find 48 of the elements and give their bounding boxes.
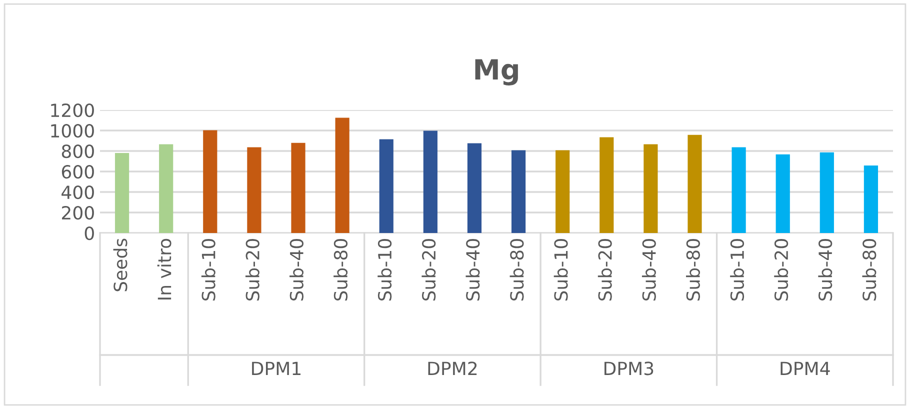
bar <box>688 134 702 233</box>
x-tick-label: In vitro <box>157 238 172 300</box>
x-tick-label: Sub-10 <box>554 239 568 301</box>
bar <box>467 143 482 233</box>
text: DPM2 <box>428 362 477 375</box>
x-tick-label: Sub-40 <box>466 239 480 301</box>
bar <box>159 144 174 233</box>
chart-title: Mg <box>475 59 518 86</box>
y-tick-label: 200 <box>62 206 94 220</box>
x-tick-label: Sub-20 <box>422 239 436 301</box>
bar <box>556 150 570 233</box>
bar <box>600 137 614 233</box>
x-tick-label: Sub-20 <box>245 239 260 301</box>
x-tick-label: Seeds <box>113 238 128 292</box>
bar <box>335 118 350 233</box>
y-tick-label: 400 <box>62 185 94 200</box>
y-tick-label: 1000 <box>51 124 94 138</box>
x-tick-label: Sub-10 <box>201 239 216 301</box>
x-tick-label: Sub-20 <box>598 239 612 301</box>
x-tick-label: Sub-40 <box>642 239 656 301</box>
bar <box>247 147 262 233</box>
x-tick-label: Sub-40 <box>818 239 832 301</box>
x-tick-label: Sub-10 <box>378 239 392 301</box>
x-tick-label: Sub-80 <box>862 239 876 301</box>
bar <box>511 150 526 233</box>
y-tick-label: 600 <box>62 164 94 179</box>
x-tick-label: Sub-20 <box>774 239 788 301</box>
bar <box>864 165 878 233</box>
bar <box>203 130 218 233</box>
text: DPM3 <box>604 362 654 376</box>
bar <box>732 147 746 233</box>
text: DPM4 <box>780 362 830 375</box>
x-tick-label: Sub-80 <box>334 239 348 301</box>
bar <box>820 152 834 233</box>
bar <box>644 144 658 233</box>
y-tick-label: 800 <box>62 144 94 158</box>
x-tick-label: Sub-80 <box>686 239 700 301</box>
y-tick-label: 1200 <box>51 103 94 118</box>
x-tick-label: Sub-10 <box>730 239 744 301</box>
bar <box>423 130 438 233</box>
x-tick-label: Sub-40 <box>290 239 304 301</box>
bar <box>114 153 130 233</box>
bar <box>291 142 306 233</box>
x-tick-label: Sub-80 <box>510 239 524 301</box>
bar <box>776 154 790 233</box>
text: DPM1 <box>252 362 300 375</box>
y-tick-label: 0 <box>84 226 94 240</box>
bar <box>379 139 394 233</box>
